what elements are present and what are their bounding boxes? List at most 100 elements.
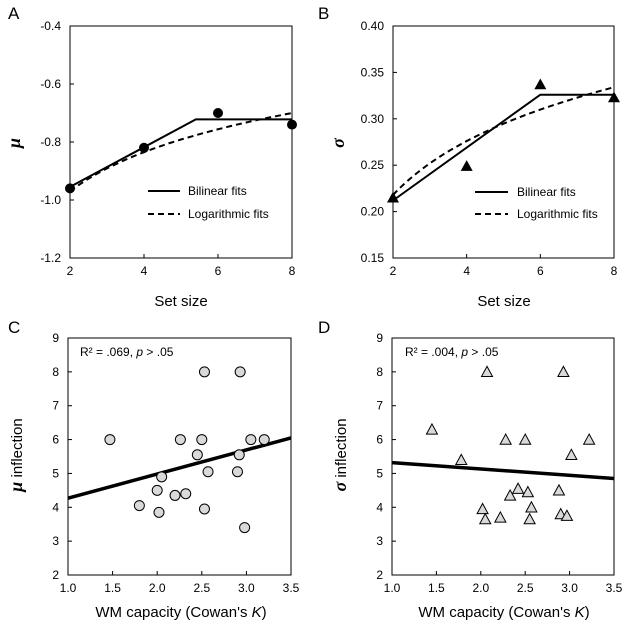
annotation-post: > .05	[143, 345, 174, 359]
x-tick-label: 2.5	[193, 581, 210, 595]
y-axis-label: σ inflection	[330, 418, 350, 491]
x-tick-label: 2.0	[149, 581, 166, 595]
bilinear-fit-line	[392, 93, 614, 202]
plot-frame	[69, 25, 293, 259]
y-axis-label-text: inflection	[333, 418, 350, 481]
y-tick-label: 3	[52, 534, 59, 548]
x-tick-label: 6	[537, 264, 544, 278]
data-point	[213, 108, 223, 118]
panel-c: C μ inflection WM capacity (Cowan's K) R…	[6, 318, 300, 621]
y-tick-label: -0.8	[40, 135, 61, 149]
y-tick-label: 8	[52, 365, 59, 379]
x-axis-label: WM capacity (Cowan's K)	[418, 604, 589, 621]
data-point	[153, 506, 165, 518]
y-tick-label: 6	[376, 433, 383, 447]
y-tick-label: 0.40	[361, 19, 385, 33]
axis-ticks: 1.0 1.5 2.0 2.5 3.0 3.5 2 3 4 5 6 7 8 9	[376, 331, 622, 595]
data-point	[460, 160, 473, 171]
data-point	[104, 434, 116, 446]
data-point	[196, 434, 208, 446]
y-tick-label: 9	[376, 331, 383, 345]
data-point	[525, 500, 538, 513]
data-point	[151, 484, 163, 496]
legend-label-bilinear: Bilinear fits	[188, 184, 247, 198]
data-point	[191, 449, 203, 461]
logarithmic-fit-line	[392, 86, 615, 196]
y-tick-label: -1.2	[40, 251, 61, 265]
y-axis-label-symbol: σ	[330, 481, 350, 492]
data-point	[503, 488, 517, 501]
data-point	[180, 488, 192, 500]
data-point	[478, 512, 492, 525]
x-tick-label: 1.5	[104, 581, 121, 595]
y-axis-label: μ inflection	[6, 418, 26, 492]
data-point	[608, 91, 620, 103]
y-tick-label: 5	[376, 466, 383, 480]
y-tick-label: 5	[52, 466, 59, 480]
x-tick-label: 2	[67, 264, 74, 278]
chart-marks	[387, 78, 620, 203]
data-point	[582, 433, 596, 445]
data-point	[523, 512, 536, 525]
axis-ticks: 1.0 1.5 2.0 2.5 3.0 3.5 2 3 4 5 6 7 8 9	[52, 331, 299, 595]
x-axis-label-k: K	[252, 604, 263, 621]
bilinear-fit-line	[69, 118, 292, 188]
x-axis-label: WM capacity (Cowan's K)	[95, 604, 266, 621]
x-axis-label-pre: WM capacity (Cowan's	[418, 604, 574, 621]
chart-marks	[67, 366, 292, 534]
x-axis-label-pre: WM capacity (Cowan's	[95, 604, 251, 621]
data-point	[454, 453, 468, 466]
x-tick-label: 3.5	[606, 581, 623, 595]
data-point	[234, 366, 246, 378]
y-axis-label-mu: μ	[4, 138, 24, 149]
y-axis-label-sigma: σ	[328, 137, 348, 148]
panel-a: A μ Set size 2 4 6 8 -1.2 -1.0 -0.8 -0.6 -0.4 Bi…	[4, 4, 297, 310]
y-tick-label: 2	[52, 568, 59, 582]
logarithmic-fit-line	[69, 112, 293, 193]
y-tick-label: 0.30	[361, 112, 385, 126]
chart-marks	[391, 365, 615, 525]
data-point	[476, 502, 489, 515]
legend-label-logarithmic: Logarithmic fits	[517, 207, 598, 221]
data-point	[518, 433, 532, 445]
x-tick-label: 8	[289, 264, 296, 278]
legend: Bilinear fits Logarithmic fits	[475, 185, 598, 221]
data-point	[202, 466, 214, 478]
data-point	[198, 366, 210, 378]
data-point	[169, 489, 181, 501]
y-tick-label: 4	[52, 500, 59, 514]
data-point	[387, 191, 399, 203]
y-tick-label: 4	[376, 500, 383, 514]
data-point	[521, 485, 535, 498]
y-tick-label: 2	[376, 568, 383, 582]
data-point	[557, 365, 570, 378]
data-point	[534, 78, 547, 90]
x-tick-label: 1.5	[428, 581, 445, 595]
annotation-p: p	[135, 345, 143, 359]
y-tick-label: 9	[52, 331, 59, 345]
x-tick-label: 1.0	[60, 581, 77, 595]
y-tick-label: 6	[52, 433, 59, 447]
y-tick-label: -0.4	[40, 19, 61, 33]
y-tick-label: -0.6	[40, 77, 61, 91]
data-point	[139, 142, 149, 153]
data-point	[425, 422, 439, 435]
x-tick-label: 6	[215, 264, 222, 278]
annotation-post: > .05	[468, 345, 499, 359]
x-tick-label: 3.0	[561, 581, 578, 595]
y-tick-label: 0.35	[361, 65, 385, 79]
x-axis-label-post: )	[585, 604, 590, 621]
data-point	[245, 434, 257, 446]
panel-letter-d: D	[318, 318, 330, 337]
y-tick-label: 7	[376, 399, 383, 413]
panel-letter-b: B	[318, 4, 329, 23]
data-point	[565, 448, 578, 460]
axis-ticks: 2 4 6 8 -1.2 -1.0 -0.8 -0.6 -0.4	[40, 19, 295, 278]
y-tick-label: 3	[376, 534, 383, 548]
y-tick-label: 8	[376, 365, 383, 379]
plot-frame	[67, 337, 292, 576]
x-axis-label-k: K	[575, 604, 586, 621]
data-point	[233, 449, 245, 461]
plot-frame	[391, 337, 615, 576]
